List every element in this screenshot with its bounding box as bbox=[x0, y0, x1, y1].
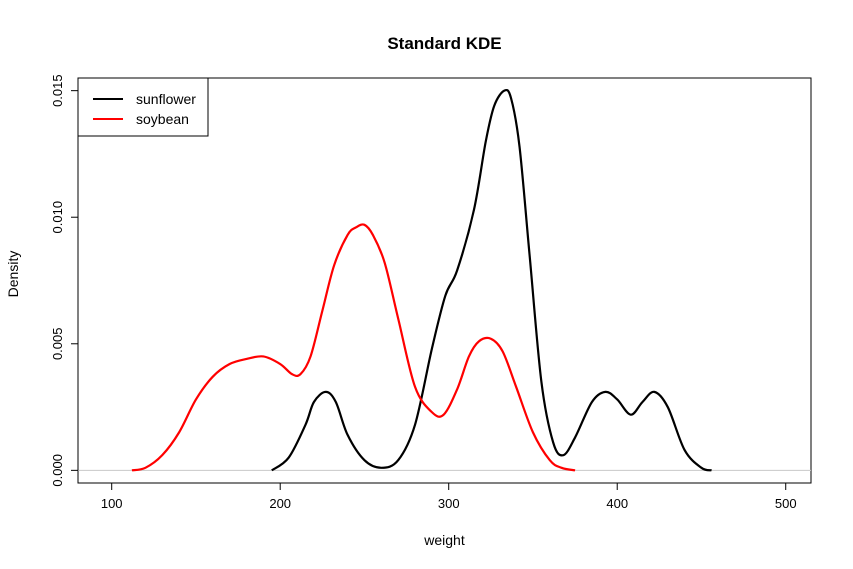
x-tick-label: 200 bbox=[269, 496, 291, 511]
chart-title: Standard KDE bbox=[387, 34, 501, 53]
y-tick-label: 0.010 bbox=[50, 201, 65, 234]
legend-label-soybean: soybean bbox=[136, 111, 189, 127]
x-axis-label: weight bbox=[423, 532, 465, 548]
x-axis: 100 200 300 400 500 bbox=[101, 482, 797, 511]
x-tick-label: 300 bbox=[438, 496, 460, 511]
x-tick-label: 100 bbox=[101, 496, 123, 511]
x-tick-label: 500 bbox=[775, 496, 797, 511]
series-line-sunflower bbox=[271, 88, 712, 472]
series-line-soybean bbox=[131, 223, 576, 472]
y-tick-label: 0.005 bbox=[50, 328, 65, 361]
legend-label-sunflower: sunflower bbox=[136, 91, 196, 107]
y-tick-label: 0.000 bbox=[50, 454, 65, 487]
y-axis: 0.000 0.005 0.010 0.015 bbox=[50, 74, 79, 487]
legend: sunflower soybean bbox=[77, 77, 209, 137]
plot-frame bbox=[77, 77, 812, 484]
y-axis-label: Density bbox=[5, 251, 21, 298]
legend-box bbox=[77, 77, 209, 137]
y-tick-label: 0.015 bbox=[50, 74, 65, 107]
x-tick-label: 400 bbox=[606, 496, 628, 511]
